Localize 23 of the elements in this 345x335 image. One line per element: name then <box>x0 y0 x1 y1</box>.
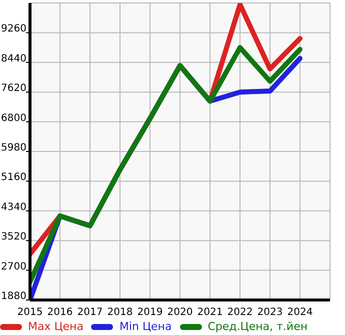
legend-label: Min Цена <box>118 320 172 333</box>
y-tick-label: 5160 <box>1 172 26 184</box>
x-tick-label: 2018 <box>107 307 133 318</box>
x-tick-label: 2016 <box>47 307 73 318</box>
y-tick-label: 5980 <box>1 142 26 154</box>
x-tick-label: 2021 <box>197 307 223 318</box>
y-tick-label: 2700 <box>1 261 26 272</box>
legend-label: Max Цена <box>27 320 84 333</box>
legend-label: Сред.Цена, т.йен <box>206 320 308 333</box>
y-tick-label: 3520 <box>1 232 26 243</box>
y-tick-label: 7620 <box>1 83 26 94</box>
y-tick-label: 8440 <box>1 53 26 64</box>
y-tick-label: 6800 <box>1 112 26 124</box>
y-tick-label: 9260 <box>1 24 26 35</box>
x-tick-label: 2015 <box>17 307 43 318</box>
x-tick-label: 2020 <box>167 307 193 318</box>
x-tick-label: 2022 <box>227 307 253 318</box>
y-tick-label: 4340 <box>1 202 26 213</box>
x-tick-label: 2019 <box>137 307 163 318</box>
x-tick-label: 2017 <box>77 307 103 318</box>
y-tick-label: 1880 <box>1 291 26 302</box>
x-tick-label: 2024 <box>287 307 313 318</box>
x-tick-label: 2023 <box>257 307 283 318</box>
